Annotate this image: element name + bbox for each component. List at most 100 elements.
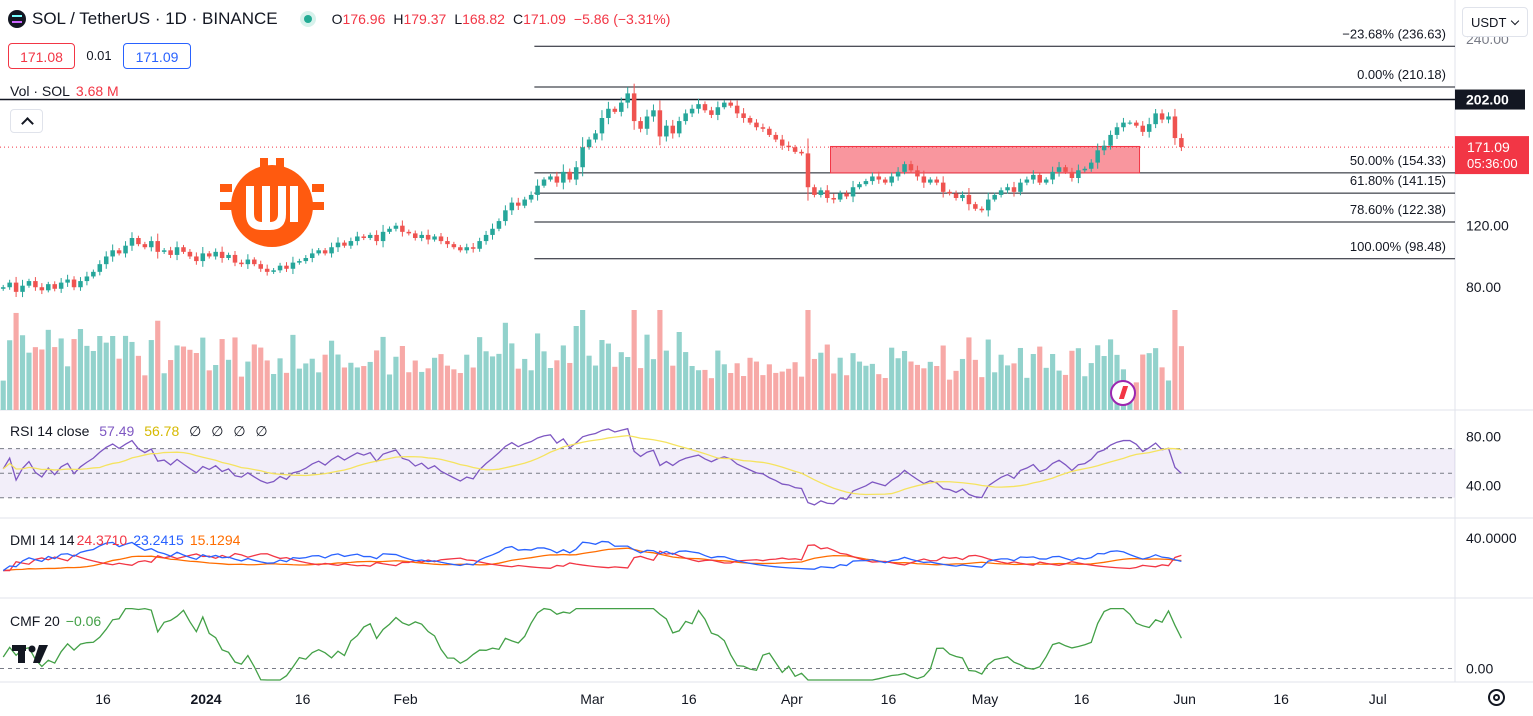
candle-body [1076, 170, 1081, 178]
ohlc-key-o: O [331, 11, 343, 27]
dmi-value-2: 23.2415 [133, 532, 184, 548]
candle-body [284, 265, 289, 269]
candle-body [103, 256, 109, 265]
candle-body [232, 254, 238, 263]
volume-bar [638, 368, 644, 410]
volume-bar [985, 339, 991, 410]
cmf-label: CMF 20 [10, 613, 60, 629]
time-tick-7: 16 [881, 691, 897, 707]
candle-body [400, 225, 405, 232]
candle-body [110, 250, 115, 257]
flash-icon[interactable] [1110, 380, 1136, 406]
volume-bar [97, 336, 103, 410]
candle-body [670, 125, 676, 134]
rsi-extra-3: ∅ [233, 423, 246, 439]
dmi-label: DMI 14 14 [10, 532, 75, 548]
candle-body [593, 133, 598, 140]
volume-bar [1088, 363, 1094, 410]
candle-body [792, 147, 798, 152]
spread-value: 0.01 [86, 48, 112, 63]
candle-body [1127, 122, 1133, 124]
volume-bar [309, 358, 315, 410]
collapse-legend-button[interactable] [10, 109, 43, 133]
candle-body [516, 202, 521, 206]
candle-body [97, 264, 103, 272]
candle-body [309, 253, 315, 258]
level-202-label: 202.00 [1466, 92, 1509, 108]
volume-bar [438, 354, 444, 410]
candle-body [161, 250, 167, 252]
sell-price-box[interactable]: 171.08 [8, 43, 75, 69]
candle-body [0, 287, 6, 289]
candle-body [322, 250, 328, 254]
volume-bar [206, 370, 212, 410]
candle-body [799, 151, 804, 154]
volume-bar [232, 337, 238, 410]
candle-body [20, 285, 25, 292]
candle-body [65, 279, 70, 283]
volume-bar [322, 354, 328, 410]
fib-label-3: 61.80% (141.15) [1350, 173, 1446, 188]
volume-bar [605, 343, 611, 410]
volume-bar [26, 352, 32, 410]
volume-bar [1075, 348, 1081, 410]
candle-body [26, 281, 32, 286]
volume-bar [901, 350, 908, 410]
ohlc-key-c: C [512, 11, 524, 27]
volume-bar [1062, 374, 1069, 410]
last-price-label: 171.09 [1467, 139, 1510, 155]
candle-body [1011, 187, 1017, 192]
volume-bar [470, 367, 476, 410]
volume-bar [1101, 356, 1107, 410]
candle-body [1056, 167, 1062, 172]
volume-bar [277, 358, 283, 410]
volume-bar [258, 347, 264, 410]
candle-body [889, 176, 894, 183]
candle-body [805, 153, 811, 188]
symbol-title[interactable]: SOL / TetherUS · 1D · BINANCE [32, 9, 278, 28]
settings-gear-icon[interactable] [1488, 689, 1505, 706]
candle-body [1050, 171, 1055, 180]
candle-body [252, 259, 257, 265]
candle-body [882, 179, 888, 183]
candle-body [928, 179, 933, 183]
volume-bar [464, 354, 470, 410]
volume-bar [335, 354, 341, 410]
volume-bar [245, 361, 251, 410]
candle-body [992, 194, 997, 200]
volume-bar [348, 362, 354, 410]
candle-body [226, 254, 231, 258]
volume-bar [1178, 346, 1184, 410]
volume-bar [580, 310, 586, 410]
volume-bar [541, 351, 547, 410]
volume-bar [959, 358, 966, 410]
volume-bar [303, 363, 309, 410]
volume-bar [354, 367, 360, 410]
volume-bar [560, 345, 566, 410]
tradingview-logo-icon [12, 645, 48, 663]
candle-body [206, 253, 212, 257]
candle-body [754, 122, 759, 128]
buy-price-box[interactable]: 171.09 [123, 43, 191, 69]
time-tick-2: 16 [295, 691, 311, 707]
candle-body [187, 251, 193, 257]
rsi-tick-1: 40.00 [1466, 477, 1501, 493]
volume-bar [644, 334, 650, 410]
candle-body [747, 118, 753, 123]
candle-body [425, 234, 431, 240]
candle-body [348, 241, 354, 246]
volume-bar [399, 346, 405, 410]
candle-body [1043, 179, 1049, 183]
volume-bar [631, 310, 637, 410]
candle-body [619, 102, 624, 112]
volume-bar [1153, 348, 1159, 410]
volume-bar [927, 361, 933, 410]
currency-select[interactable]: USDT [1462, 7, 1528, 37]
candle-body [129, 238, 135, 246]
candle-body [1140, 125, 1146, 132]
volume-bar [187, 349, 193, 410]
volume-bar [1056, 370, 1062, 410]
candle-body [818, 190, 824, 195]
volume-bar [1159, 367, 1165, 410]
